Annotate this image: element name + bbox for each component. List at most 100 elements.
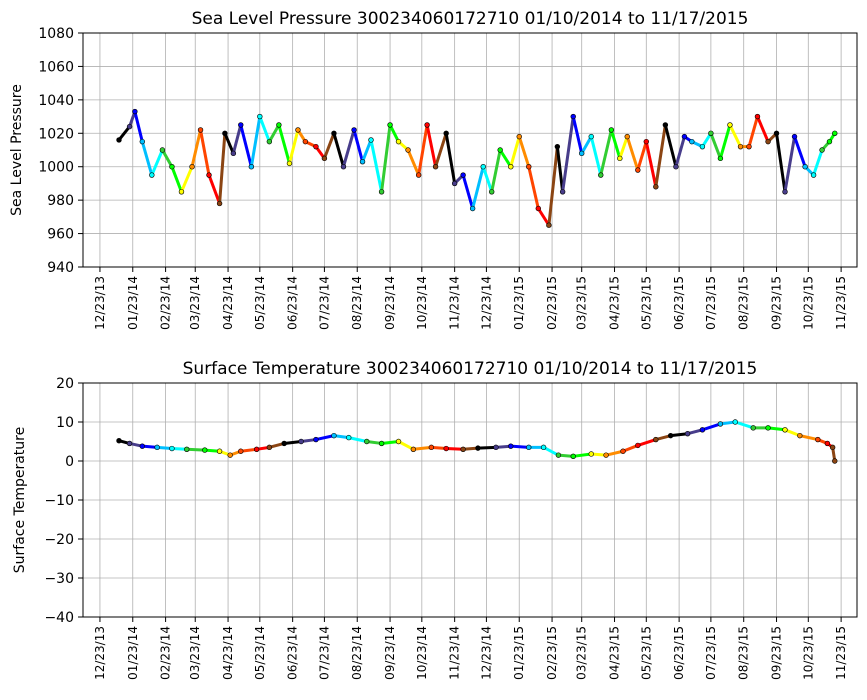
series-line-segment bbox=[380, 440, 401, 445]
data-point bbox=[346, 434, 352, 441]
series-line-segment bbox=[542, 445, 560, 457]
surface-temperature-chart: Surface Temperature 300234060172710 01/1… bbox=[12, 359, 858, 680]
data-point bbox=[773, 130, 780, 136]
data-point bbox=[559, 189, 566, 195]
series-line-segment bbox=[322, 131, 336, 160]
data-point bbox=[555, 452, 562, 458]
data-point bbox=[829, 444, 836, 451]
data-point bbox=[810, 172, 817, 178]
series-line-segment bbox=[150, 148, 164, 177]
data-point bbox=[281, 440, 287, 447]
data-point bbox=[169, 445, 175, 452]
data-point bbox=[432, 164, 439, 170]
data-point bbox=[302, 138, 309, 145]
x-tick-label: 01/23/14 bbox=[126, 626, 140, 680]
series-line-segment bbox=[604, 449, 625, 457]
y-tick-label: 10 bbox=[56, 415, 74, 431]
x-tick-label: 11/23/14 bbox=[448, 626, 462, 680]
x-tick-label: 06/23/14 bbox=[286, 276, 300, 330]
series-line-segment bbox=[636, 140, 648, 172]
series-line-segment bbox=[547, 145, 559, 227]
series-line-segment bbox=[179, 165, 194, 194]
series-line-segment bbox=[709, 131, 722, 160]
x-tick-label: 04/23/15 bbox=[608, 276, 622, 330]
series-line-segment bbox=[618, 135, 629, 160]
series-line-segment bbox=[258, 115, 271, 144]
data-point bbox=[139, 443, 145, 449]
data-point bbox=[826, 138, 833, 145]
data-point bbox=[159, 147, 166, 153]
y-tick-label: −20 bbox=[44, 532, 74, 548]
data-point bbox=[410, 446, 417, 452]
data-point bbox=[351, 127, 357, 133]
series-line-segment bbox=[185, 447, 207, 452]
series-line-segment bbox=[444, 447, 465, 451]
y-tick-label: 1040 bbox=[38, 93, 74, 109]
x-tick-label: 04/23/14 bbox=[221, 276, 235, 330]
data-point bbox=[480, 164, 486, 170]
data-point bbox=[428, 444, 435, 451]
data-point bbox=[321, 155, 328, 162]
data-point bbox=[493, 444, 499, 451]
data-point bbox=[617, 155, 623, 162]
data-point bbox=[673, 164, 679, 170]
series-line-segment bbox=[267, 123, 281, 144]
x-tick-label: 10/23/15 bbox=[801, 276, 815, 330]
data-point bbox=[689, 138, 695, 145]
x-tick-label: 09/23/14 bbox=[383, 626, 397, 680]
data-point bbox=[202, 447, 208, 453]
data-point bbox=[116, 137, 122, 143]
series-line-segment bbox=[766, 426, 787, 432]
data-point bbox=[746, 143, 752, 150]
data-point bbox=[443, 130, 449, 136]
x-tick-label: 11/23/15 bbox=[834, 276, 848, 330]
data-point bbox=[832, 130, 838, 136]
x-tick-label: 06/23/14 bbox=[286, 626, 300, 680]
series-line-segment bbox=[663, 123, 678, 169]
x-tick-label: 01/23/15 bbox=[512, 276, 526, 330]
data-point bbox=[699, 427, 706, 433]
chart-title: Sea Level Pressure 300234060172710 01/10… bbox=[192, 9, 749, 29]
x-tick-label: 07/23/14 bbox=[317, 626, 331, 680]
series-line-segment bbox=[654, 123, 667, 189]
data-point bbox=[681, 133, 688, 140]
y-tick-label: −30 bbox=[44, 571, 74, 587]
series-line-segment bbox=[783, 135, 797, 194]
series-line-segment bbox=[361, 138, 373, 164]
data-point bbox=[570, 453, 576, 460]
data-point bbox=[178, 189, 185, 195]
data-point bbox=[824, 440, 831, 447]
data-point bbox=[184, 446, 190, 452]
data-point bbox=[126, 123, 133, 130]
series-line-segment bbox=[352, 128, 365, 164]
x-tick-label: 04/23/15 bbox=[608, 626, 622, 680]
series-line-segment bbox=[476, 445, 498, 450]
y-tick-label: 980 bbox=[47, 193, 74, 209]
series-line-segment bbox=[700, 422, 722, 432]
data-point bbox=[395, 438, 402, 445]
series-line-segment bbox=[599, 128, 613, 177]
series-line-segment bbox=[498, 148, 513, 169]
data-point bbox=[387, 122, 393, 128]
data-point bbox=[588, 451, 594, 457]
data-point bbox=[238, 448, 244, 454]
data-point bbox=[149, 172, 155, 178]
x-tick-label: 01/23/15 bbox=[512, 626, 526, 680]
data-point bbox=[364, 438, 370, 445]
data-point bbox=[230, 150, 237, 157]
data-point bbox=[643, 138, 649, 145]
x-tick-label: 12/23/14 bbox=[479, 626, 493, 680]
data-point bbox=[460, 446, 466, 452]
series-line-segment bbox=[417, 123, 429, 177]
x-tick-label: 10/23/15 bbox=[801, 626, 815, 680]
plot-area-frame bbox=[82, 382, 858, 618]
data-point bbox=[782, 427, 788, 433]
x-tick-label: 02/23/14 bbox=[159, 276, 173, 330]
series-line-segment bbox=[199, 128, 211, 177]
data-point bbox=[540, 444, 547, 451]
y-tick-label: 940 bbox=[47, 260, 74, 276]
series-line-segment bbox=[425, 123, 438, 169]
data-point bbox=[497, 147, 503, 153]
series-line-segment bbox=[798, 434, 820, 442]
